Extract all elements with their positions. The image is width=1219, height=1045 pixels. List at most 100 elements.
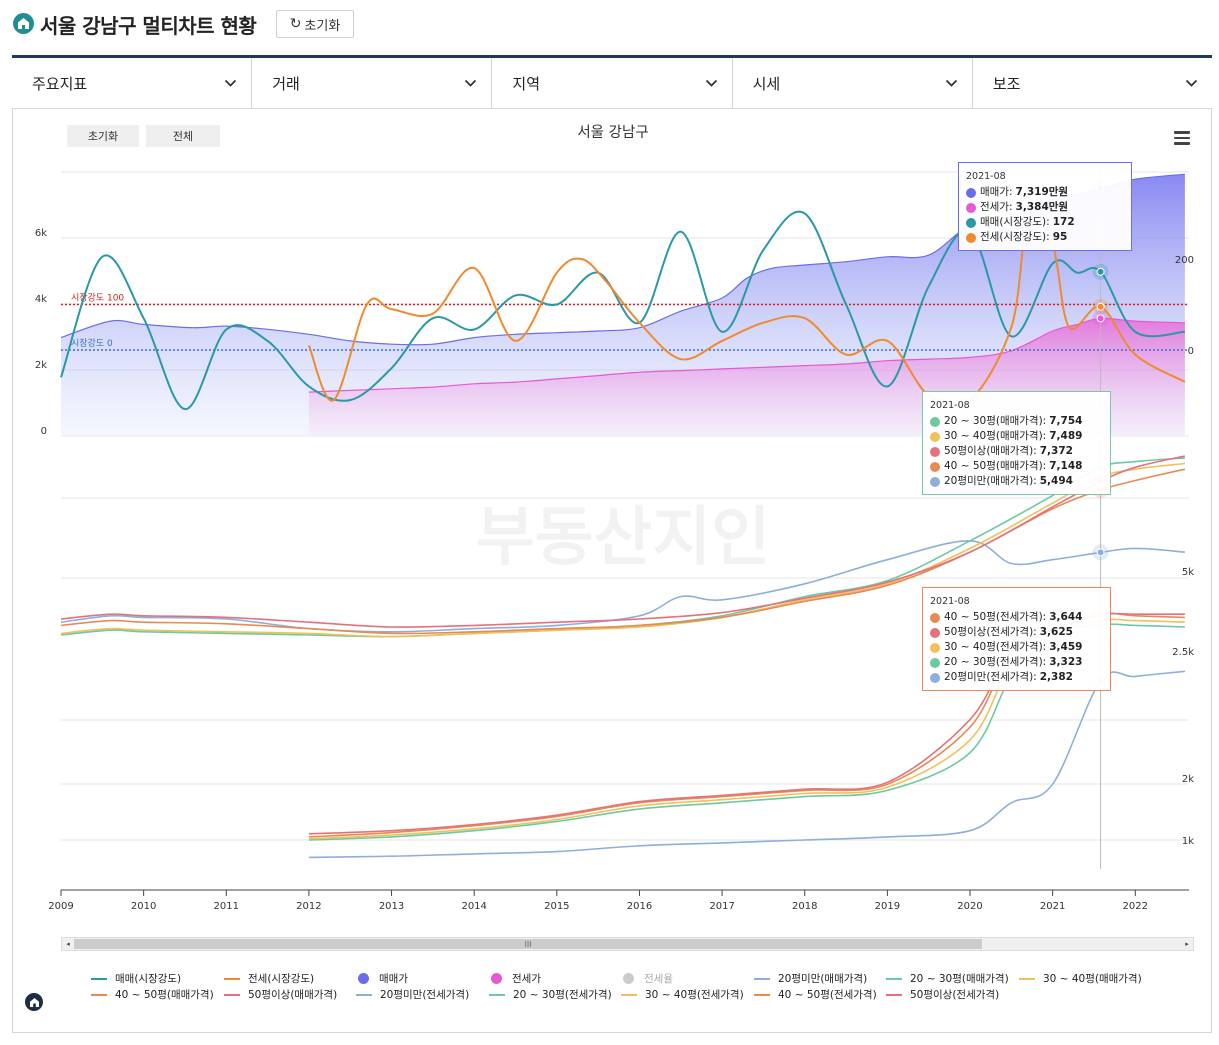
x-tick-label: 2011 xyxy=(214,901,239,912)
legend-label: 전세(시장강도) xyxy=(248,973,315,985)
logo-icon xyxy=(25,993,43,1011)
legend-line-icon xyxy=(754,993,770,996)
legend-label: 20 ~ 30평(전세가격) xyxy=(513,989,612,1001)
marker-sale-strength xyxy=(1096,267,1105,276)
series-dot-icon xyxy=(966,232,976,243)
legend-label: 40 ~ 50평(전세가격) xyxy=(778,989,877,1001)
tooltip-label: 20 ~ 30평(매매가격): xyxy=(944,415,1047,427)
tooltip-label: 40 ~ 50평(매매가격): xyxy=(944,460,1047,472)
tooltip-value: 7,754 xyxy=(1049,415,1083,427)
tooltip-row: 40 ~ 50평(전세가격): 3,644 xyxy=(930,610,1102,625)
tooltip-label: 매매(시장강도): xyxy=(980,216,1050,228)
legend-item[interactable]: 40 ~ 50평(매매가격) xyxy=(91,987,214,1002)
series-dot-icon xyxy=(966,202,976,213)
legend-label: 30 ~ 40평(전세가격) xyxy=(645,989,744,1001)
legend-item[interactable]: 40 ~ 50평(전세가격) xyxy=(754,987,877,1002)
legend-item[interactable]: 30 ~ 40평(매매가격) xyxy=(1019,971,1142,986)
y-tick-label: 4k xyxy=(35,294,47,305)
chart-all-button[interactable]: 전체 xyxy=(146,125,220,147)
legend-label: 20평미만(매매가격) xyxy=(778,973,868,985)
tooltip-date: 2021-08 xyxy=(930,400,970,411)
legend-item[interactable]: 30 ~ 40평(전세가격) xyxy=(621,987,744,1002)
x-tick-label: 2017 xyxy=(709,901,734,912)
y-tick-label: 2k xyxy=(35,360,47,371)
marker-jeonse-strength xyxy=(1096,302,1105,311)
chart-reset-button[interactable]: 초기화 xyxy=(67,125,139,147)
reset-button-label: 초기화 xyxy=(304,18,341,34)
tooltip-row: 40 ~ 50평(매매가격): 7,148 xyxy=(930,459,1102,474)
tab-auxiliary[interactable]: 보조 xyxy=(973,58,1212,108)
tooltip-sale-by-size: 2021-08 20 ~ 30평(매매가격): 7,754 30 ~ 40평(매매가격… xyxy=(922,391,1111,495)
category-tabs: 주요지표 거래 지역 시세 보조 xyxy=(12,55,1212,109)
reset-button[interactable]: ↻ 초기화 xyxy=(276,10,354,38)
legend-label: 매매가 xyxy=(379,973,408,985)
tooltip-value: 3,384만원 xyxy=(1015,201,1069,213)
legend-item[interactable]: 전세(시장강도) xyxy=(224,971,314,986)
y2-tick-label: 200 xyxy=(1175,255,1194,266)
legend-item[interactable]: 20 ~ 30평(매매가격) xyxy=(886,971,1009,986)
tab-region[interactable]: 지역 xyxy=(492,58,733,108)
chevron-down-icon xyxy=(1185,74,1198,92)
legend-line-icon xyxy=(489,993,505,996)
x-tick-label: 2019 xyxy=(875,901,900,912)
line-20평미만(매매가격) xyxy=(60,539,1185,633)
tooltip-row: 20 ~ 30평(전세가격): 3,323 xyxy=(930,655,1102,670)
tab-transactions[interactable]: 거래 xyxy=(252,58,493,108)
y-tick-label: 0 xyxy=(41,426,47,437)
tooltip-label: 50평이상(매매가격): xyxy=(944,445,1037,457)
legend-line-icon xyxy=(886,977,902,980)
x-tick-label: 2014 xyxy=(461,901,486,912)
tab-label: 보조 xyxy=(992,74,1021,93)
legend-line-icon xyxy=(91,977,107,980)
tooltip-label: 20평미만(전세가격): xyxy=(944,671,1037,683)
legend-item[interactable]: 매매가 xyxy=(356,971,408,986)
line-20평미만(전세가격) xyxy=(308,670,1185,859)
tooltip-jeonse-by-size: 2021-08 40 ~ 50평(전세가격): 3,644 50평이상(전세가격): 3… xyxy=(922,587,1111,691)
legend-item[interactable]: 매매(시장강도) xyxy=(91,971,181,986)
tab-price[interactable]: 시세 xyxy=(733,58,973,108)
legend-item[interactable]: 전세가 xyxy=(489,971,541,986)
tooltip-row: 20평미만(매매가격): 5,494 xyxy=(930,474,1102,489)
scroll-thumb[interactable]: III xyxy=(74,939,982,949)
tooltip-value: 3,644 xyxy=(1049,611,1083,623)
series-dot-icon xyxy=(930,627,940,638)
legend-label: 50평이상(매매가격) xyxy=(248,989,338,1001)
line-30~40평(매매가격) xyxy=(60,462,1185,638)
bottom-y-tick-label: 5k xyxy=(1182,567,1194,578)
legend-item[interactable]: 50평이상(매매가격) xyxy=(224,987,337,1002)
tooltip-row: 50평이상(전세가격): 3,625 xyxy=(930,625,1102,640)
series-dot-icon xyxy=(930,657,940,668)
scroll-right-arrow-icon[interactable]: ▸ xyxy=(1185,940,1189,948)
watermark-text: 부동산지인 xyxy=(476,501,770,575)
tooltip-row: 20 ~ 30평(매매가격): 7,754 xyxy=(930,414,1102,429)
legend-item[interactable]: 전세율 xyxy=(621,971,673,986)
tooltip-row: 30 ~ 40평(전세가격): 3,459 xyxy=(930,640,1102,655)
legend-item[interactable]: 20 ~ 30평(전세가격) xyxy=(489,987,612,1002)
x-tick-label: 2018 xyxy=(792,901,817,912)
tab-label: 지역 xyxy=(512,74,541,93)
tooltip-row: 30 ~ 40평(매매가격): 7,489 xyxy=(930,429,1102,444)
reference-line-label: 시장강도 0 xyxy=(71,338,113,349)
legend-item[interactable]: 50평이상(전세가격) xyxy=(886,987,999,1002)
series-dot-icon xyxy=(966,217,976,228)
legend-label: 30 ~ 40평(매매가격) xyxy=(1043,973,1142,985)
home-icon[interactable] xyxy=(13,13,34,34)
tab-main-indicators[interactable]: 주요지표 xyxy=(12,58,253,108)
legend-item[interactable]: 20평미만(전세가격) xyxy=(356,987,469,1002)
bottom-y-tick-label: 2k xyxy=(1182,774,1194,785)
tooltip-label: 30 ~ 40평(매매가격): xyxy=(944,430,1047,442)
top-bar: 서울 강남구 멀티차트 현황 ↻ 초기화 xyxy=(0,0,1219,52)
y-tick-label: 6k xyxy=(35,228,47,239)
tooltip-price: 2021-08 매매가: 7,319만원 전세가: 3,384만원 매매(시장강도): 17… xyxy=(958,162,1132,251)
scroll-left-arrow-icon[interactable]: ◂ xyxy=(66,940,70,948)
chevron-down-icon xyxy=(705,74,718,92)
legend-item[interactable]: 20평미만(매매가격) xyxy=(754,971,867,986)
x-tick-label: 2020 xyxy=(957,901,982,912)
legend-label: 20평미만(전세가격) xyxy=(380,989,470,1001)
tooltip-row: 매매(시장강도): 172 xyxy=(966,215,1123,230)
tooltip-value: 3,459 xyxy=(1049,641,1083,653)
x-tick-label: 2021 xyxy=(1040,901,1065,912)
tooltip-value: 7,319만원 xyxy=(1015,186,1069,198)
hamburger-menu-icon[interactable] xyxy=(1174,131,1190,145)
chart-scrollbar[interactable]: ◂ III ▸ xyxy=(61,937,1194,951)
